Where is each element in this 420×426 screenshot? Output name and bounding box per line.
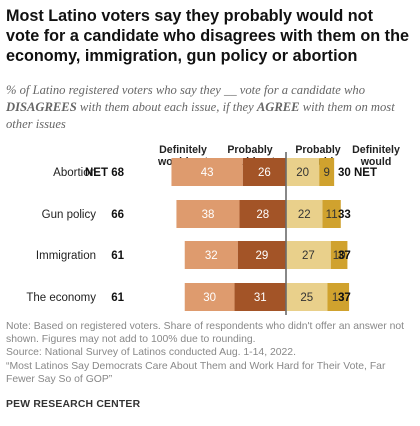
- data-label: 26: [258, 167, 271, 179]
- data-label: 28: [256, 209, 269, 221]
- data-label: 30: [203, 292, 216, 304]
- net-left-label: 66: [111, 209, 124, 221]
- data-label: 32: [205, 250, 218, 262]
- net-left-label: 61: [111, 250, 124, 262]
- brand-logo-text: PEW RESEARCH CENTER: [6, 399, 140, 410]
- net-right-label: 37: [338, 250, 351, 262]
- net-left-label: 61: [111, 292, 124, 304]
- source-text: Source: National Survey of Latinos condu…: [6, 346, 416, 359]
- chart-notes: Note: Based on registered voters. Share …: [6, 320, 416, 386]
- data-label: 29: [256, 250, 269, 262]
- net-left-label: NET 68: [85, 167, 125, 179]
- category-label: The economy: [26, 292, 96, 304]
- data-label: 31: [254, 292, 267, 304]
- net-right-label: 37: [338, 292, 351, 304]
- data-label: 27: [302, 250, 315, 262]
- data-label: 22: [298, 209, 311, 221]
- report-title: “Most Latinos Say Democrats Care About T…: [6, 360, 416, 386]
- category-label: Gun policy: [42, 209, 97, 221]
- net-right-label: 30 NET: [338, 167, 377, 179]
- data-label: 9: [323, 167, 329, 179]
- net-right-label: 33: [338, 209, 351, 221]
- data-label: 11: [326, 209, 338, 221]
- column-header-4: Definitely would: [352, 144, 400, 168]
- data-label: 43: [201, 167, 214, 179]
- data-label: 38: [202, 209, 215, 221]
- note-text: Note: Based on registered voters. Share …: [6, 320, 416, 346]
- data-label: 25: [300, 292, 313, 304]
- category-label: Immigration: [36, 250, 96, 262]
- data-label: 20: [296, 167, 309, 179]
